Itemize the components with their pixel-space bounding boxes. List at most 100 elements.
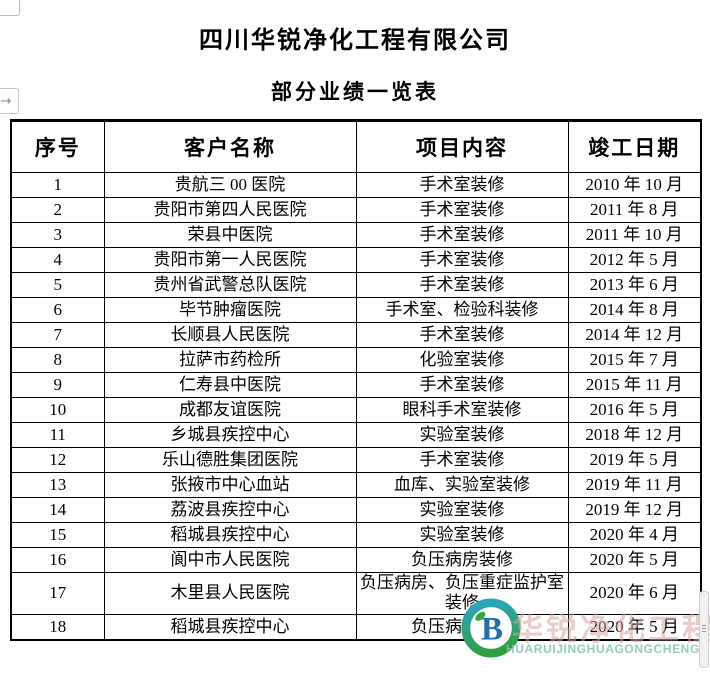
date-cell: 2019 年 5 月: [567, 447, 702, 473]
table-row: 14 荔波县疾控中心 实验室装修 2019 年 12 月: [10, 497, 702, 523]
column-header: 序号: [10, 120, 105, 173]
project-cell: 实验室装修: [355, 422, 569, 448]
company-title: 四川华锐净化工程有限公司: [199, 27, 511, 54]
table-row: 10 成都友谊医院 眼科手术室装修 2016 年 5 月: [10, 397, 702, 423]
serial-cell: 2: [10, 197, 105, 223]
project-cell: 实验室装修: [355, 497, 569, 523]
table-row: 2 贵阳市第四人民医院 手术室装修 2011 年 8 月: [10, 197, 702, 223]
expand-arrow-button[interactable]: →: [0, 88, 19, 114]
watermark-pinyin-text: HUARUIJINGHUAGONGCHENG: [506, 642, 700, 656]
project-cell: 手术室装修: [355, 322, 569, 348]
table-row: 5 贵州省武警总队医院 手术室装修 2013 年 6 月: [10, 272, 702, 298]
serial-cell: 6: [10, 297, 105, 323]
client-cell: 乡城县疾控中心: [103, 422, 357, 448]
column-header: 项目内容: [355, 120, 569, 173]
client-cell: 乐山德胜集团医院: [103, 447, 357, 473]
date-cell: 2020 年 5 月: [567, 547, 702, 573]
serial-cell: 15: [10, 522, 105, 548]
project-cell: 手术室装修: [355, 272, 569, 298]
client-cell: 仁寿县中医院: [103, 372, 357, 398]
vertical-scrollbar-thumb[interactable]: [699, 591, 709, 668]
date-cell: 2018 年 12 月: [567, 422, 702, 448]
table-header-row: 序号 客户名称 项目内容 竣工日期: [10, 120, 702, 173]
project-cell: 负压病房装修: [355, 613, 569, 641]
table-row: 9 仁寿县中医院 手术室装修 2015 年 11 月: [10, 372, 702, 398]
serial-cell: 12: [10, 447, 105, 473]
project-cell: 负压病房装修: [355, 547, 569, 573]
date-cell: 2020 年 4 月: [567, 522, 702, 548]
date-cell: 2011 年 10 月: [567, 222, 702, 248]
client-cell: 张掖市中心血站: [103, 472, 357, 498]
table-row: 13 张掖市中心血站 血库、实验室装修 2019 年 11 月: [10, 472, 702, 498]
page-subtitle: 部分业绩一览表: [271, 81, 439, 104]
project-cell: 眼科手术室装修: [355, 397, 569, 423]
client-cell: 稻城县疾控中心: [103, 613, 357, 641]
client-cell: 贵州省武警总队医院: [103, 272, 357, 298]
column-header: 竣工日期: [567, 120, 702, 173]
serial-cell: 4: [10, 247, 105, 273]
table-row: 12 乐山德胜集团医院 手术室装修 2019 年 5 月: [10, 447, 702, 473]
project-cell: 负压病房、负压重症监护室装修: [355, 572, 569, 615]
date-cell: 2010 年 10 月: [567, 172, 702, 198]
serial-cell: 13: [10, 472, 105, 498]
serial-cell: 14: [10, 497, 105, 523]
table-row: 3 荣县中医院 手术室装修 2011 年 10 月: [10, 222, 702, 248]
table-row: 4 贵阳市第一人民医院 手术室装修 2012 年 5 月: [10, 247, 702, 273]
serial-cell: 11: [10, 422, 105, 448]
serial-cell: 18: [10, 613, 105, 641]
client-cell: 稻城县疾控中心: [103, 522, 357, 548]
scrollbar-grip-icon: [702, 628, 706, 629]
table-row: 17 木里县人民医院 负压病房、负压重症监护室装修 2020 年 6 月: [10, 572, 702, 615]
client-cell: 阆中市人民医院: [103, 547, 357, 573]
project-cell: 手术室装修: [355, 372, 569, 398]
date-cell: 2015 年 7 月: [567, 347, 702, 373]
project-cell: 实验室装修: [355, 522, 569, 548]
client-cell: 荔波县疾控中心: [103, 497, 357, 523]
serial-cell: 10: [10, 397, 105, 423]
client-cell: 成都友谊医院: [103, 397, 357, 423]
date-cell: 2012 年 5 月: [567, 247, 702, 273]
date-cell: 2013 年 6 月: [567, 272, 702, 298]
date-cell: 2014 年 8 月: [567, 297, 702, 323]
project-cell: 血库、实验室装修: [355, 472, 569, 498]
client-cell: 贵阳市第一人民医院: [103, 247, 357, 273]
performance-table: 序号 客户名称 项目内容 竣工日期 1 贵航三 00 医院 手术室装修 2010 年 10 …: [10, 119, 702, 641]
table-row: 7 长顺县人民医院 手术室装修 2014 年 12 月: [10, 322, 702, 348]
project-cell: 手术室装修: [355, 172, 569, 198]
project-cell: 手术室装修: [355, 197, 569, 223]
page-corner-marker: [0, 0, 20, 16]
date-cell: 2011 年 8 月: [567, 197, 702, 223]
serial-cell: 5: [10, 272, 105, 298]
date-cell: 2020 年 5 月: [567, 613, 702, 641]
date-cell: 2016 年 5 月: [567, 397, 702, 423]
serial-cell: 8: [10, 347, 105, 373]
date-cell: 2015 年 11 月: [567, 372, 702, 398]
table-row: 18 稻城县疾控中心 负压病房装修 2020 年 5 月: [10, 613, 702, 641]
table-row: 16 阆中市人民医院 负压病房装修 2020 年 5 月: [10, 547, 702, 573]
client-cell: 贵阳市第四人民医院: [103, 197, 357, 223]
table-row: 11 乡城县疾控中心 实验室装修 2018 年 12 月: [10, 422, 702, 448]
table-row: 1 贵航三 00 医院 手术室装修 2010 年 10 月: [10, 172, 702, 198]
table-row: 8 拉萨市药检所 化验室装修 2015 年 7 月: [10, 347, 702, 373]
date-cell: 2019 年 11 月: [567, 472, 702, 498]
client-cell: 贵航三 00 医院: [103, 172, 357, 198]
right-arrow-icon: →: [0, 93, 12, 109]
project-cell: 手术室装修: [355, 222, 569, 248]
serial-cell: 17: [10, 572, 105, 615]
serial-cell: 16: [10, 547, 105, 573]
date-cell: 2020 年 6 月: [567, 572, 702, 615]
client-cell: 荣县中医院: [103, 222, 357, 248]
client-cell: 长顺县人民医院: [103, 322, 357, 348]
table-row: 15 稻城县疾控中心 实验室装修 2020 年 4 月: [10, 522, 702, 548]
client-cell: 木里县人民医院: [103, 572, 357, 615]
table-row: 6 毕节肿瘤医院 手术室、检验科装修 2014 年 8 月: [10, 297, 702, 323]
project-cell: 化验室装修: [355, 347, 569, 373]
date-cell: 2019 年 12 月: [567, 497, 702, 523]
serial-cell: 1: [10, 172, 105, 198]
client-cell: 拉萨市药检所: [103, 347, 357, 373]
project-cell: 手术室装修: [355, 447, 569, 473]
project-cell: 手术室、检验科装修: [355, 297, 569, 323]
column-header: 客户名称: [103, 120, 357, 173]
project-cell: 手术室装修: [355, 247, 569, 273]
